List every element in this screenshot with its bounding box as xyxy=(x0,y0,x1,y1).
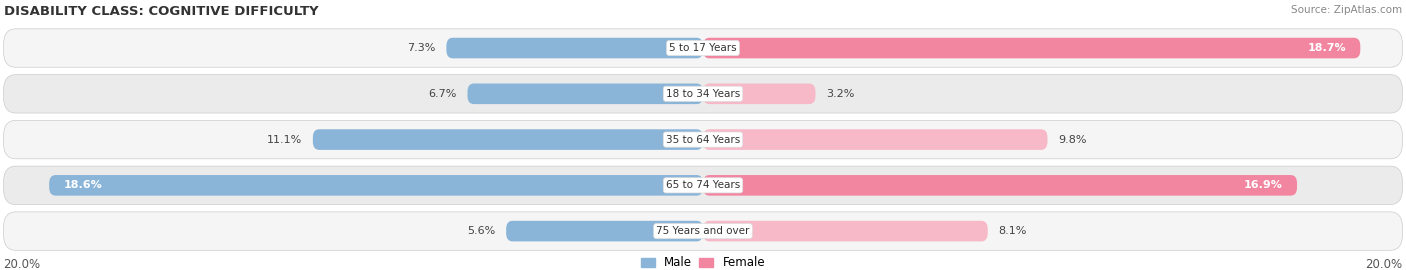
Text: 5 to 17 Years: 5 to 17 Years xyxy=(669,43,737,53)
Legend: Male, Female: Male, Female xyxy=(641,256,765,269)
Text: 6.7%: 6.7% xyxy=(429,89,457,99)
FancyBboxPatch shape xyxy=(314,129,703,150)
FancyBboxPatch shape xyxy=(49,175,703,196)
Text: 7.3%: 7.3% xyxy=(408,43,436,53)
Text: DISABILITY CLASS: COGNITIVE DIFFICULTY: DISABILITY CLASS: COGNITIVE DIFFICULTY xyxy=(4,5,318,18)
FancyBboxPatch shape xyxy=(4,29,1402,67)
FancyBboxPatch shape xyxy=(703,38,1360,58)
FancyBboxPatch shape xyxy=(506,221,703,241)
FancyBboxPatch shape xyxy=(703,175,1296,196)
Text: 20.0%: 20.0% xyxy=(4,258,41,270)
Text: 5.6%: 5.6% xyxy=(467,226,496,236)
FancyBboxPatch shape xyxy=(467,83,703,104)
Text: Source: ZipAtlas.com: Source: ZipAtlas.com xyxy=(1291,5,1402,15)
FancyBboxPatch shape xyxy=(4,166,1402,205)
FancyBboxPatch shape xyxy=(703,83,815,104)
Text: 11.1%: 11.1% xyxy=(267,134,302,144)
FancyBboxPatch shape xyxy=(4,212,1402,250)
FancyBboxPatch shape xyxy=(447,38,703,58)
Text: 20.0%: 20.0% xyxy=(1365,258,1402,270)
Text: 35 to 64 Years: 35 to 64 Years xyxy=(666,134,740,144)
Text: 18.7%: 18.7% xyxy=(1308,43,1347,53)
FancyBboxPatch shape xyxy=(4,120,1402,159)
FancyBboxPatch shape xyxy=(4,75,1402,113)
Text: 9.8%: 9.8% xyxy=(1059,134,1087,144)
Text: 65 to 74 Years: 65 to 74 Years xyxy=(666,180,740,190)
Text: 18 to 34 Years: 18 to 34 Years xyxy=(666,89,740,99)
Text: 18.6%: 18.6% xyxy=(63,180,103,190)
FancyBboxPatch shape xyxy=(703,221,987,241)
Text: 16.9%: 16.9% xyxy=(1244,180,1282,190)
Text: 8.1%: 8.1% xyxy=(998,226,1026,236)
FancyBboxPatch shape xyxy=(703,129,1047,150)
Text: 75 Years and over: 75 Years and over xyxy=(657,226,749,236)
Text: 3.2%: 3.2% xyxy=(827,89,855,99)
